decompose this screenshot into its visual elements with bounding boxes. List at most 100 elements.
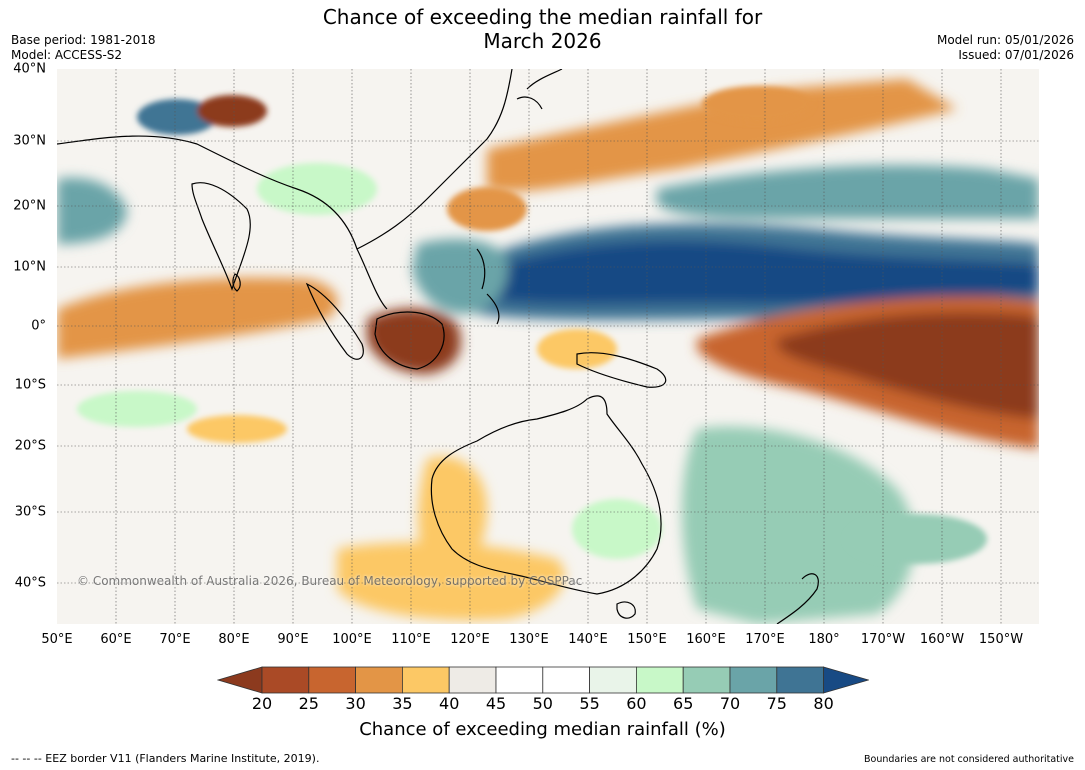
colorbar-tick-label: 50: [532, 694, 553, 713]
dry-spot-region: [537, 329, 617, 369]
moist-spot-region: [77, 391, 197, 427]
longitude-label: 150°W: [978, 632, 1024, 647]
wet-spot-region: [137, 99, 217, 135]
title-line-1: Chance of exceeding the median rainfall …: [322, 5, 763, 29]
colorbar-tick-label: 55: [579, 694, 600, 713]
dry-spot-region: [702, 86, 812, 122]
colorbar-tick-label: 35: [392, 694, 413, 713]
latitude-label: 30°N: [13, 133, 46, 149]
colorbar-segment: [355, 666, 403, 694]
map-title: Chance of exceeding the median rainfall …: [0, 5, 1085, 53]
wet-arabian-sea-region: [57, 177, 127, 244]
base-period-text: Base period: 1981-2018: [11, 33, 156, 47]
longitude-label: 80°E: [218, 632, 250, 647]
model-info: Base period: 1981-2018 Model: ACCESS-S2: [11, 33, 156, 63]
dry-spot-region: [197, 95, 267, 127]
colorbar-tick-label: 75: [766, 694, 787, 713]
latitude-label: 40°N: [13, 61, 46, 77]
wet-philippines-region: [412, 239, 508, 314]
colorbar-tick-label: 70: [719, 694, 741, 713]
wet-southwest-pacific-region: [682, 426, 915, 624]
colorbar-low-extension: [217, 666, 263, 694]
dry-indian-ocean-region: [57, 277, 338, 359]
model-run-text: Model run: 05/01/2026: [936, 33, 1074, 47]
latitude-label: 30°S: [14, 504, 46, 520]
moist-spot-region: [572, 499, 662, 559]
copyright-watermark: © Commonwealth of Australia 2026, Bureau…: [77, 574, 583, 588]
longitude-label: 160°W: [919, 632, 965, 647]
longitude-label: 60°E: [100, 632, 132, 647]
longitude-label: 110°E: [391, 632, 431, 647]
longitude-label: 180°: [808, 632, 840, 647]
colorbar-tick-label: 25: [298, 694, 319, 713]
eez-border-note: -- -- -- EEZ border V11 (Flanders Marine…: [11, 752, 320, 765]
graticule-grid: [57, 69, 1039, 624]
longitude-label: 100°E: [332, 632, 372, 647]
coastlines: [57, 69, 819, 624]
dry-spot-region: [447, 187, 527, 231]
latitude-label: 10°S: [14, 377, 46, 393]
new-guinea-coastline: [576, 352, 667, 388]
latitude-label: 0°: [31, 318, 46, 334]
sri-lanka-coastline: [232, 273, 241, 292]
tasmania-coastline: [616, 601, 636, 619]
colorbar-tick-label: 45: [485, 694, 507, 713]
colorbar-segment: [589, 666, 637, 694]
dry-spot-region: [187, 415, 287, 443]
rainfall-map[interactable]: © Commonwealth of Australia 2026, Bureau…: [57, 69, 1039, 624]
colorbar-segment: [401, 666, 450, 694]
longitude-label: 170°W: [860, 632, 906, 647]
longitude-label: 150°E: [627, 632, 667, 647]
latitude-label: 20°N: [13, 198, 46, 214]
longitude-label: 140°E: [568, 632, 608, 647]
longitude-label: 70°E: [159, 632, 191, 647]
dry-borneo-region: [367, 308, 461, 374]
longitude-label: 160°E: [686, 632, 726, 647]
probability-field: [57, 79, 1039, 624]
colorbar-segment: [776, 666, 824, 694]
colorbar-tick-label: 80: [813, 694, 834, 713]
colorbar-segment: [542, 666, 590, 694]
colorbar-segment: [448, 666, 497, 694]
colorbar-high-extension: [823, 666, 869, 694]
colorbar-segment: [729, 666, 778, 694]
latitude-label: 20°S: [14, 438, 46, 454]
wet-band-north-region: [657, 165, 1039, 219]
very-wet-band-region: [487, 240, 1039, 305]
title-line-2: March 2026: [483, 29, 602, 53]
longitude-label: 130°E: [509, 632, 549, 647]
india-coastline: [191, 182, 251, 291]
latitude-label: 10°N: [13, 259, 46, 275]
probability-field-detail: [77, 86, 987, 564]
colorbar-tick-label: 20: [251, 694, 273, 713]
dry-pacific-core-region: [777, 312, 1039, 419]
longitude-label: 90°E: [277, 632, 309, 647]
colorbar-segment: [308, 666, 357, 694]
colorbar-segment: [635, 666, 684, 694]
colorbar-tick-label: 40: [439, 694, 460, 713]
colorbar: [217, 666, 869, 694]
colorbar-tick-label: 30: [345, 694, 366, 713]
wet-spot-region: [847, 514, 987, 564]
colorbar-tick-label: 60: [626, 694, 647, 713]
japan-coastline: [516, 69, 563, 110]
longitude-label: 50°E: [41, 632, 73, 647]
colorbar-tick-label: 65: [673, 694, 694, 713]
dry-north-pacific-region: [487, 79, 957, 192]
colorbar-segment: [682, 666, 731, 694]
new-zealand-coastline: [776, 573, 819, 624]
colorbar-segment: [495, 666, 544, 694]
moist-spot-region: [257, 163, 377, 215]
colorbar-label: Chance of exceeding median rainfall (%): [359, 719, 726, 740]
colorbar-segment: [261, 666, 310, 694]
longitude-label: 170°E: [745, 632, 785, 647]
boundary-disclaimer: Boundaries are not considered authoritat…: [864, 754, 1074, 765]
asia-coastline: [57, 69, 513, 310]
map-canvas: [57, 69, 1039, 624]
issued-date-text: Issued: 07/01/2026: [958, 48, 1074, 62]
latitude-label: 40°S: [14, 575, 46, 591]
run-info: Model run: 05/01/2026 Issued: 07/01/2026: [937, 33, 1074, 63]
borneo-coastline: [374, 311, 445, 370]
australia-coastline: [430, 395, 662, 595]
model-name-text: Model: ACCESS-S2: [11, 48, 123, 62]
